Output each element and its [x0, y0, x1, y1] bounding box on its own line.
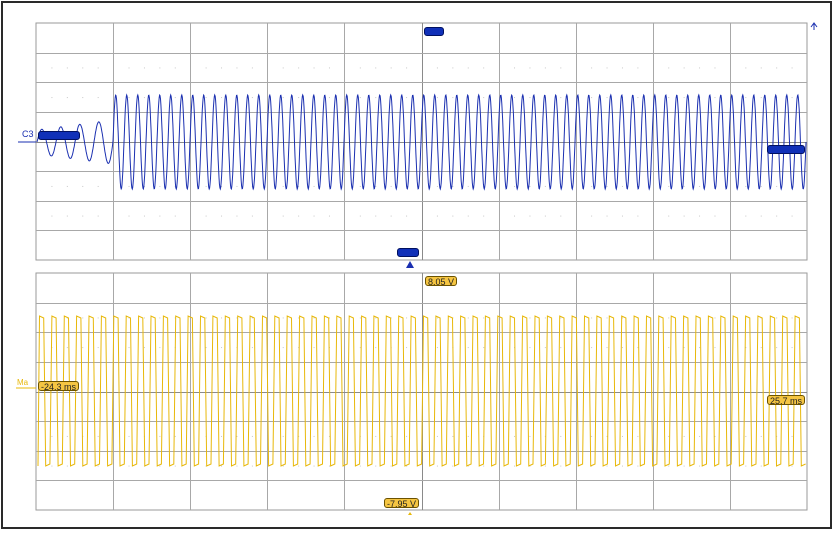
bottom-panel-grid: [35, 272, 808, 511]
bottom-panel-border: [35, 272, 808, 511]
top-left-level-handle[interactable]: [38, 131, 80, 140]
upper-voltage-readout[interactable]: 8.05 V: [425, 276, 458, 287]
top-right-level-handle[interactable]: [767, 145, 805, 154]
right-cursor-time-readout[interactable]: 25.7 ms: [767, 395, 806, 406]
triangle-up-icon[interactable]: [406, 261, 414, 268]
lower-voltage-readout[interactable]: -7.95 V: [384, 498, 420, 509]
top-channel-waveform: [36, 93, 807, 191]
arrow-up-icon[interactable]: [810, 22, 818, 30]
trigger-position-handle[interactable]: [397, 248, 419, 257]
bottom-channel-label: Ma: [17, 378, 29, 387]
top-vertical-cursor-handle[interactable]: [424, 27, 444, 36]
triangle-up-icon: [408, 512, 412, 515]
bottom-channel-waveform: [37, 315, 806, 467]
top-channel-label: C3: [22, 129, 34, 139]
left-cursor-time-readout[interactable]: -24.3 ms: [38, 381, 80, 392]
